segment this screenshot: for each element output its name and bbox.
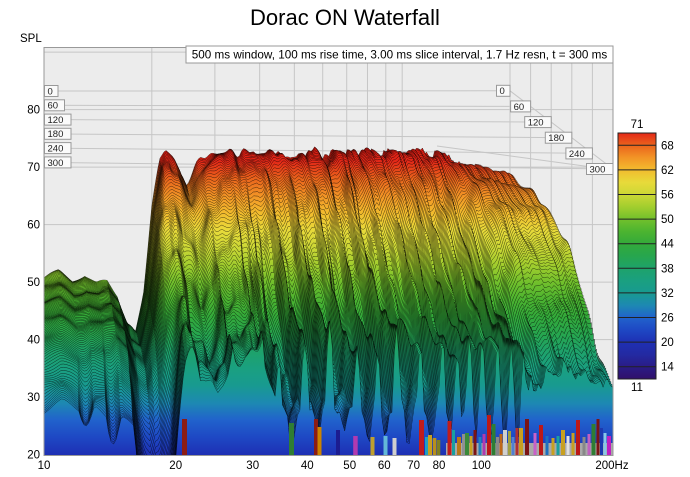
svg-text:240: 240 — [48, 144, 64, 155]
svg-text:38: 38 — [661, 263, 674, 275]
svg-text:300: 300 — [590, 164, 606, 175]
svg-text:0: 0 — [500, 86, 505, 97]
svg-text:120: 120 — [528, 118, 544, 129]
svg-text:80: 80 — [27, 105, 40, 117]
svg-text:180: 180 — [48, 129, 64, 140]
svg-text:100: 100 — [472, 460, 491, 472]
svg-text:120: 120 — [48, 115, 64, 126]
svg-text:71: 71 — [631, 119, 644, 131]
svg-text:40: 40 — [301, 460, 314, 472]
svg-text:50: 50 — [27, 277, 40, 289]
svg-text:56: 56 — [661, 190, 674, 202]
svg-text:11: 11 — [631, 382, 643, 394]
svg-text:60: 60 — [27, 220, 40, 232]
svg-text:240: 240 — [569, 149, 585, 160]
svg-text:20: 20 — [169, 460, 182, 472]
svg-text:60: 60 — [48, 101, 59, 112]
svg-text:60: 60 — [378, 460, 391, 472]
svg-text:300: 300 — [48, 158, 64, 169]
svg-text:50: 50 — [661, 214, 674, 226]
svg-text:SPL: SPL — [20, 33, 42, 45]
svg-text:80: 80 — [433, 460, 446, 472]
svg-text:30: 30 — [246, 460, 259, 472]
svg-text:0: 0 — [48, 86, 53, 97]
svg-text:62: 62 — [661, 165, 674, 177]
svg-text:40: 40 — [27, 335, 40, 347]
svg-text:26: 26 — [661, 313, 674, 325]
svg-text:200Hz: 200Hz — [595, 460, 628, 472]
svg-text:20: 20 — [661, 337, 674, 349]
svg-text:500 ms window, 100 ms rise tim: 500 ms window, 100 ms rise time, 3.00 ms… — [192, 49, 608, 62]
svg-text:70: 70 — [407, 460, 420, 472]
svg-text:50: 50 — [343, 460, 356, 472]
svg-text:10: 10 — [38, 460, 51, 472]
svg-text:68: 68 — [661, 140, 674, 152]
svg-text:20: 20 — [27, 450, 40, 462]
svg-text:Dorac ON Waterfall: Dorac ON Waterfall — [250, 5, 440, 30]
svg-text:14: 14 — [661, 362, 674, 374]
svg-text:44: 44 — [661, 239, 674, 251]
svg-text:32: 32 — [661, 288, 674, 300]
svg-text:70: 70 — [27, 162, 40, 174]
svg-text:30: 30 — [27, 392, 40, 404]
svg-text:60: 60 — [514, 102, 525, 113]
svg-text:180: 180 — [548, 133, 564, 144]
